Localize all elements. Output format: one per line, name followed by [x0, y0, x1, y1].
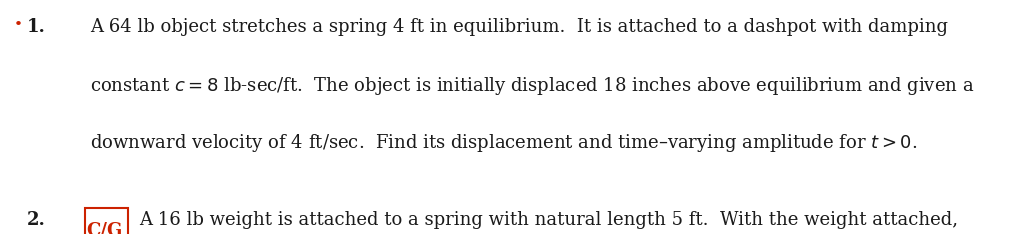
- Text: A 64 lb object stretches a spring 4 ft in equilibrium.  It is attached to a dash: A 64 lb object stretches a spring 4 ft i…: [90, 18, 948, 36]
- Text: 2.: 2.: [27, 211, 46, 229]
- Text: 1.: 1.: [27, 18, 46, 36]
- Text: A 16 lb weight is attached to a spring with natural length 5 ft.  With the weigh: A 16 lb weight is attached to a spring w…: [139, 211, 958, 229]
- Text: downward velocity of 4 ft/sec.  Find its displacement and time–varying amplitude: downward velocity of 4 ft/sec. Find its …: [90, 132, 918, 154]
- Text: •: •: [14, 18, 24, 32]
- Text: constant $c = 8$ lb-sec/ft.  The object is initially displaced 18 inches above e: constant $c = 8$ lb-sec/ft. The object i…: [90, 75, 974, 97]
- Text: C/G: C/G: [87, 222, 123, 234]
